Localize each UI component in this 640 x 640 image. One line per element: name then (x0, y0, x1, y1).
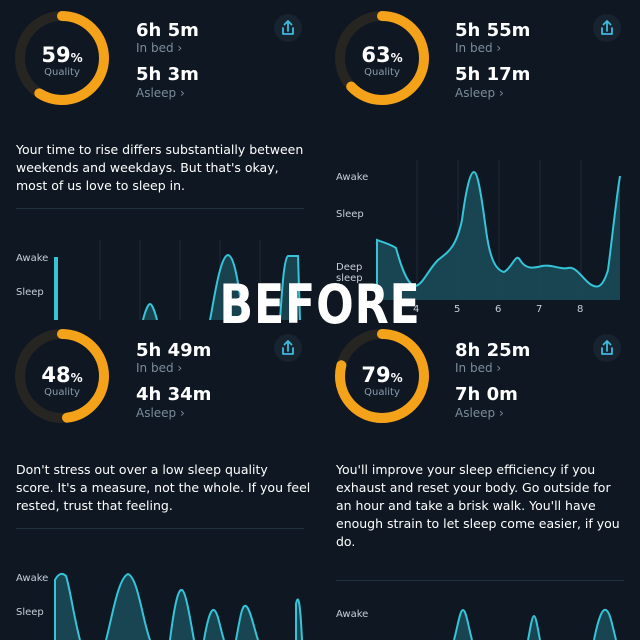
quality-label: Quality (44, 67, 80, 78)
quality-score: 59% (41, 43, 83, 67)
sleep-graph (376, 160, 621, 300)
share-button[interactable] (593, 14, 621, 42)
share-icon (601, 20, 613, 35)
share-button[interactable] (593, 334, 621, 362)
y-label-awake: Awake (16, 573, 49, 584)
in-bed-value: 5h 55m (455, 20, 531, 41)
quality-score: 48% (41, 363, 83, 387)
in-bed-link[interactable]: In bed › (455, 41, 502, 55)
sleep-graph (54, 240, 301, 320)
insight-message: Don't stress out over a low sleep qualit… (16, 462, 311, 513)
asleep-link[interactable]: Asleep › (455, 406, 504, 420)
in-bed-value: 5h 49m (136, 340, 212, 361)
insight-message: You'll improve your sleep efficiency if … (336, 462, 620, 549)
asleep-value: 4h 34m (136, 384, 212, 405)
divider (336, 580, 624, 581)
asleep-link[interactable]: Asleep › (136, 86, 185, 100)
y-label-deep-sleep: Deep sleep (336, 262, 363, 284)
share-icon (282, 340, 294, 355)
in-bed-link[interactable]: In bed › (136, 361, 183, 375)
in-bed-value: 8h 25m (455, 340, 531, 361)
quality-label: Quality (364, 387, 400, 398)
y-label-awake: Awake (336, 172, 369, 183)
quality-score: 63% (361, 43, 403, 67)
share-icon (282, 20, 294, 35)
y-label-awake: Awake (16, 253, 49, 264)
asleep-value: 7h 0m (455, 384, 518, 405)
x-tick-7: 7 (536, 304, 543, 315)
insight-message: Your time to rise differs substantially … (16, 142, 304, 193)
quality-ring (335, 11, 429, 105)
in-bed-link[interactable]: In bed › (136, 41, 183, 55)
quality-ring (335, 329, 429, 423)
x-tick-5: 5 (454, 304, 461, 315)
y-label-awake: Awake (336, 609, 369, 620)
x-tick-4: 4 (413, 304, 420, 315)
x-tick-6: 6 (495, 304, 502, 315)
sleep-graph (54, 572, 303, 640)
share-button[interactable] (274, 14, 302, 42)
quality-score: 79% (361, 363, 403, 387)
divider (16, 208, 304, 209)
quality-ring (15, 11, 109, 105)
in-bed-value: 6h 5m (136, 20, 199, 41)
sleep-card-4: 79% Quality 8h 25m In bed › 7h 0m Asleep… (320, 320, 640, 640)
in-bed-link[interactable]: In bed › (455, 361, 502, 375)
share-button[interactable] (274, 334, 302, 362)
quality-label: Quality (44, 387, 80, 398)
before-overlay-text: BEFORE (219, 273, 421, 336)
asleep-link[interactable]: Asleep › (136, 406, 185, 420)
quality-ring (15, 329, 109, 423)
quality-label: Quality (364, 67, 400, 78)
share-icon (601, 340, 613, 355)
sleep-card-3: 48% Quality 5h 49m In bed › 4h 34m Aslee… (0, 320, 320, 640)
x-tick-8: 8 (577, 304, 584, 315)
asleep-value: 5h 17m (455, 64, 531, 85)
sleep-card-1: 59% Quality 6h 5m In bed › 5h 3m Asleep … (0, 0, 320, 320)
sleep-graph (453, 608, 617, 640)
sleep-card-2: 63% Quality 5h 55m In bed › 5h 17m Aslee… (320, 0, 640, 320)
y-label-sleep: Sleep (16, 607, 44, 618)
y-label-sleep: Sleep (16, 287, 44, 298)
asleep-link[interactable]: Asleep › (455, 86, 504, 100)
divider (16, 528, 304, 529)
y-label-sleep: Sleep (336, 209, 364, 220)
asleep-value: 5h 3m (136, 64, 199, 85)
